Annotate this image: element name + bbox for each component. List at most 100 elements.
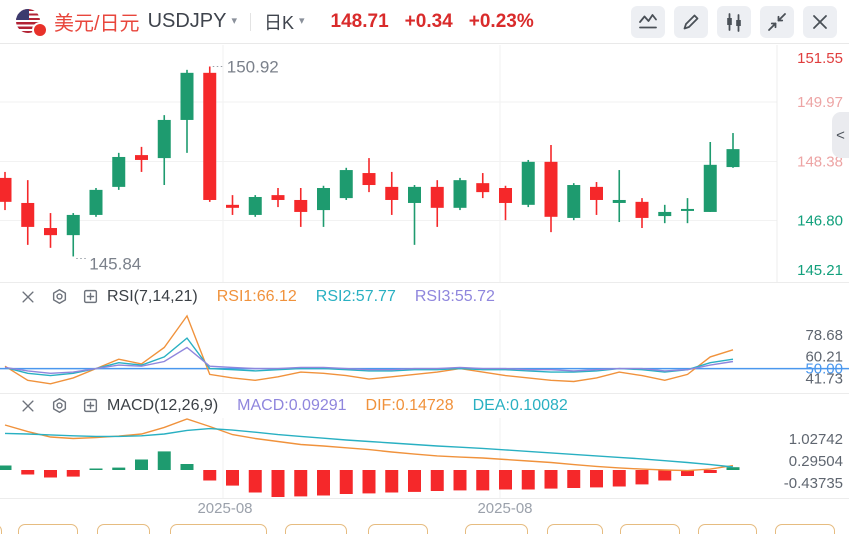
candle	[430, 180, 444, 227]
macd-close-button[interactable]	[18, 396, 38, 416]
macd-hist-bar	[681, 470, 694, 477]
close-icon	[22, 290, 34, 303]
close-chart-button[interactable]	[803, 5, 837, 38]
bottom-tool-button[interactable]	[775, 524, 835, 534]
rsi-axis-label: 60.21	[805, 349, 843, 366]
settings-gear-icon	[52, 288, 66, 305]
macd-hist-bar	[180, 464, 194, 471]
price-axis-label: 151.55	[797, 50, 843, 67]
time-axis: 2025-08 2025-08	[0, 498, 849, 520]
collapse-icon	[768, 12, 786, 31]
macd-hist-bar	[248, 470, 262, 493]
macd-hist-bar	[362, 470, 376, 494]
bottom-tool-button[interactable]	[547, 524, 603, 534]
macd-title: MACD(12,26,9)	[107, 396, 219, 414]
symbol-selector[interactable]: 美元/日元 USDJPY ▾	[54, 7, 237, 36]
macd-hist-bar	[339, 470, 353, 495]
last-price: 148.71	[330, 10, 389, 32]
candle	[703, 142, 717, 212]
candle	[681, 198, 694, 224]
chart-toolbar	[631, 5, 839, 38]
add-indicator-icon	[83, 398, 97, 413]
price-axis-label: 145.21	[797, 262, 843, 279]
macd-hist-bar	[226, 470, 239, 486]
rsi-add-button[interactable]	[80, 287, 100, 307]
bottom-tool-button[interactable]	[0, 524, 2, 534]
bottom-tool-button[interactable]	[170, 524, 267, 534]
macd-axis-label: 0.29504	[789, 453, 843, 470]
collapse-axis-tab[interactable]: <	[832, 112, 849, 158]
chart-header: 美元/日元 USDJPY ▾ 日K ▾ 148.71 +0.34 +0.23%	[0, 0, 849, 44]
price-change: +0.34	[404, 10, 453, 32]
bottom-tool-button[interactable]	[368, 524, 428, 534]
candlestick-icon	[727, 12, 741, 32]
candlestick-chart[interactable]: 151.55 149.97 148.38 146.80 145.21 150.92 145.…	[0, 45, 849, 283]
usdjpy-pair-icon	[16, 8, 46, 36]
macd-hist-bar	[590, 470, 603, 488]
candle	[294, 188, 308, 227]
chevron-down-icon: ▾	[299, 15, 305, 27]
rsi-axis-label: 50.00	[805, 361, 843, 378]
bottom-tool-button[interactable]	[620, 524, 680, 534]
candle	[612, 170, 626, 223]
macd-chart[interactable]: 1.02742 0.29504 -0.43735	[0, 418, 849, 498]
collapse-button[interactable]	[760, 5, 794, 38]
macd-legend: MACD:0.09291	[237, 396, 347, 414]
chevron-left-icon: <	[836, 126, 845, 144]
header-divider	[250, 12, 251, 31]
panel-separator	[0, 498, 849, 499]
candle	[635, 198, 649, 229]
rsi3-legend: RSI3:55.72	[414, 287, 495, 305]
candle	[499, 185, 512, 221]
macd-hist-bar	[408, 470, 421, 492]
macd-header: MACD(12,26,9) MACD:0.09291 DIF:0.14728 D…	[0, 393, 849, 418]
bottom-tool-button[interactable]	[465, 524, 528, 534]
price-axis-label: 148.38	[797, 153, 843, 170]
macd-hist-bar	[726, 467, 740, 471]
candle	[362, 158, 376, 193]
candlestick-type-button[interactable]	[717, 5, 751, 38]
period-selector[interactable]: 日K ▾	[264, 9, 305, 35]
macd-hist-bar	[567, 470, 581, 489]
rsi-axis-label: 41.73	[805, 370, 843, 387]
candle	[180, 69, 194, 153]
bottom-tool-button[interactable]	[18, 524, 78, 534]
japan-flag-icon	[34, 23, 46, 36]
macd-hist-bar	[476, 470, 490, 491]
bottom-tool-button[interactable]	[285, 524, 347, 534]
macd-hist-bar	[453, 470, 467, 491]
rsi-settings-button[interactable]	[49, 287, 69, 307]
macd-settings-button[interactable]	[49, 396, 69, 416]
candle	[590, 182, 603, 215]
indicator-line-icon	[639, 13, 657, 28]
candle	[66, 213, 80, 257]
macd-add-button[interactable]	[80, 396, 100, 416]
macd-hist-bar	[112, 467, 126, 471]
pair-symbol: USDJPY	[147, 10, 227, 32]
macd-hist-bar	[635, 470, 649, 485]
candle	[385, 171, 399, 215]
macd-hist-bar	[89, 468, 103, 471]
indicator-line-button[interactable]	[631, 5, 665, 38]
bottom-tool-button[interactable]	[698, 524, 757, 534]
price-change-pct: +0.23%	[468, 10, 534, 32]
macd-hist-bar	[21, 470, 35, 475]
close-icon	[22, 399, 34, 412]
bottom-tool-button[interactable]	[97, 524, 150, 534]
candle	[226, 195, 239, 215]
period-label: 日K	[264, 12, 295, 33]
macd-hist-bar	[44, 470, 57, 478]
macd-hist-bar	[135, 459, 148, 471]
draw-button[interactable]	[674, 5, 708, 38]
chevron-down-icon: ▾	[231, 15, 237, 27]
rsi-line-rsi3	[4, 346, 734, 375]
settings-gear-icon	[52, 397, 66, 414]
candle	[112, 152, 126, 190]
rsi-title: RSI(7,14,21)	[107, 287, 198, 305]
rsi-close-button[interactable]	[18, 287, 38, 307]
draw-icon	[683, 14, 699, 29]
candle	[89, 188, 103, 217]
candle	[317, 185, 330, 227]
